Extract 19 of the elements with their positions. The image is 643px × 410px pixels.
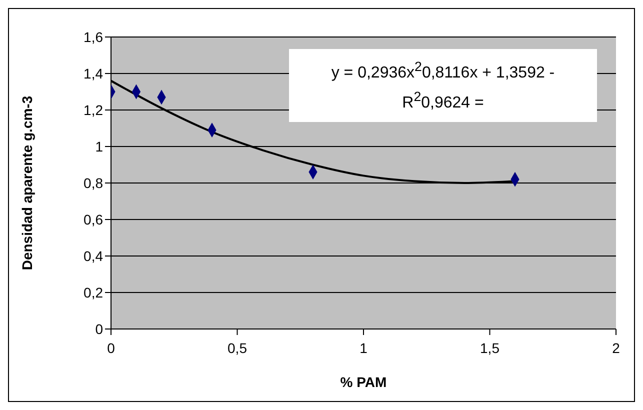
x-tick-label: 0,5 — [228, 340, 248, 356]
y-tick-label: 1,4 — [84, 65, 104, 82]
x-tick-label: 1,5 — [480, 340, 500, 356]
y-tick-label: 1,2 — [84, 102, 104, 118]
x-tick-label: 2 — [612, 340, 620, 356]
annotation: R$^{2}$0,9624 = — [401, 88, 485, 114]
y-tick-label: 0,6 — [84, 211, 104, 228]
y-tick-label: 0,4 — [84, 248, 104, 264]
y-axis-title: Densidad aparente g.cm-3 — [18, 96, 35, 270]
y-tick-label: 1 — [95, 138, 104, 154]
y-tick-label: 0,8 — [84, 174, 104, 191]
x-axis-title: % PAM — [340, 374, 387, 390]
y-tick-label: 1,6 — [84, 28, 104, 45]
x-tick-label: 0 — [107, 340, 116, 356]
equation-text-box: y = 0,2936x$^{2}$0,8116x + 1,3592 - R$^{2}$0,9624 = — [289, 49, 597, 122]
x-tick-label: 1 — [360, 340, 368, 356]
y-tick-label: 0 — [95, 320, 104, 337]
annotation: y = 0,2936x$^{2}$0,8116x + 1,3592 - — [330, 58, 556, 84]
y-tick-label: 0,2 — [84, 284, 104, 300]
